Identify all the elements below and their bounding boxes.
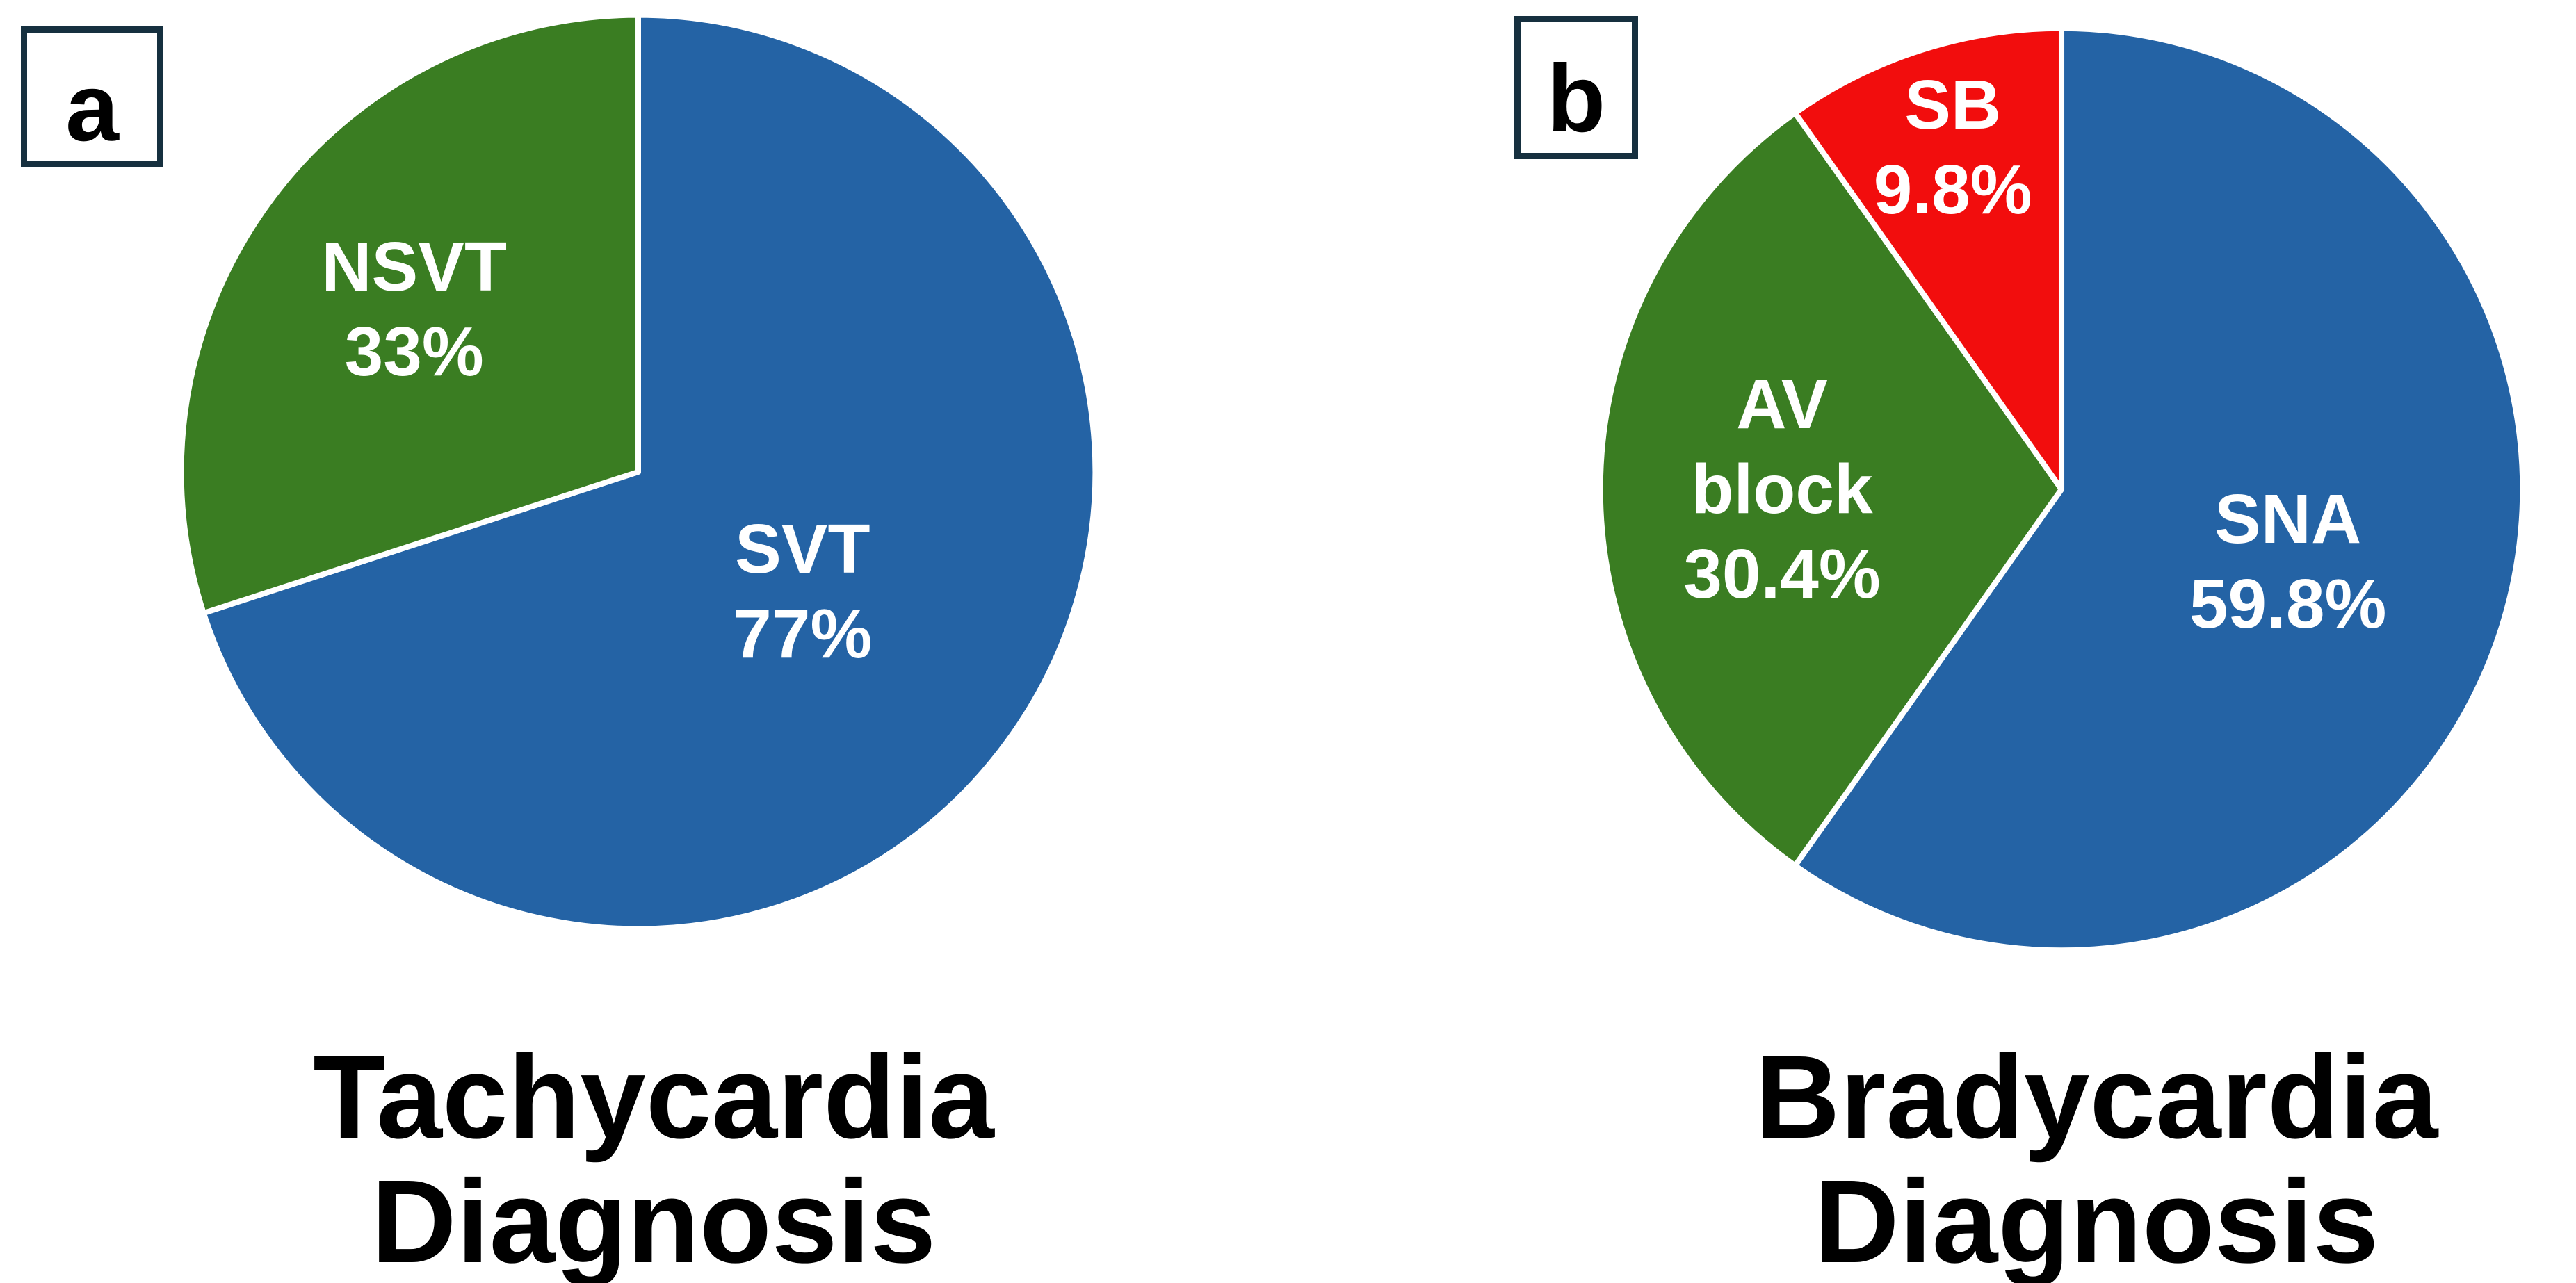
slice-label-line: 30.4%: [1683, 535, 1881, 613]
chart-title-bradycardia: Bradycardia Diagnosis: [1755, 1036, 2438, 1283]
slice-label-line: NSVT: [321, 227, 508, 306]
chart-title-tachycardia: Tachycardia Diagnosis: [313, 1036, 994, 1283]
pie-chart-bradycardia: SNA 59.8% AV block 30.4% SB 9.8%: [1596, 24, 2527, 955]
chart-title-line: Diagnosis: [371, 1155, 937, 1283]
slice-label-svt: SVT 77%: [733, 507, 872, 676]
slice-label-line: 9.8%: [1873, 151, 2032, 229]
slice-label-nsvt: NSVT 33%: [321, 224, 507, 394]
slice-label-line: 77%: [733, 594, 873, 673]
slice-label-line: SB: [1904, 66, 2002, 145]
chart-title-line: Tachycardia: [313, 1031, 994, 1163]
panel-letter-b: b: [1546, 44, 1606, 152]
slice-label-sna: SNA 59.8%: [2189, 477, 2387, 646]
chart-title-line: Diagnosis: [1813, 1155, 2379, 1283]
pie-svg: [178, 12, 1099, 932]
panel-label-box-b: b: [1514, 16, 1638, 159]
chart-title-line: Bradycardia: [1754, 1031, 2438, 1163]
pie-chart-tachycardia: SVT 77% NSVT 33%: [177, 10, 1100, 933]
pie-slice-svt: [200, 12, 1099, 932]
pie-slice-sb: [1792, 25, 2065, 493]
slice-label-line: SVT: [735, 509, 870, 588]
slice-label-line: AV: [1736, 366, 1828, 443]
slice-label-line: 59.8%: [2189, 564, 2387, 643]
slice-label-sb: SB 9.8%: [1874, 63, 2032, 232]
panel-label-box-a: a: [21, 26, 163, 167]
slice-label-line: 33%: [344, 312, 484, 391]
slice-label-line: SNA: [2214, 480, 2362, 558]
slice-label-line: block: [1691, 450, 1873, 528]
panel-letter-a: a: [65, 54, 119, 161]
pie-svg: [1597, 25, 2526, 954]
pie-slice-av-block: [1597, 110, 2065, 869]
pie-slice-sna: [1792, 25, 2526, 954]
slice-label-av-block: AV block 30.4%: [1683, 362, 1881, 616]
pie-slice-nsvt: [178, 12, 641, 616]
